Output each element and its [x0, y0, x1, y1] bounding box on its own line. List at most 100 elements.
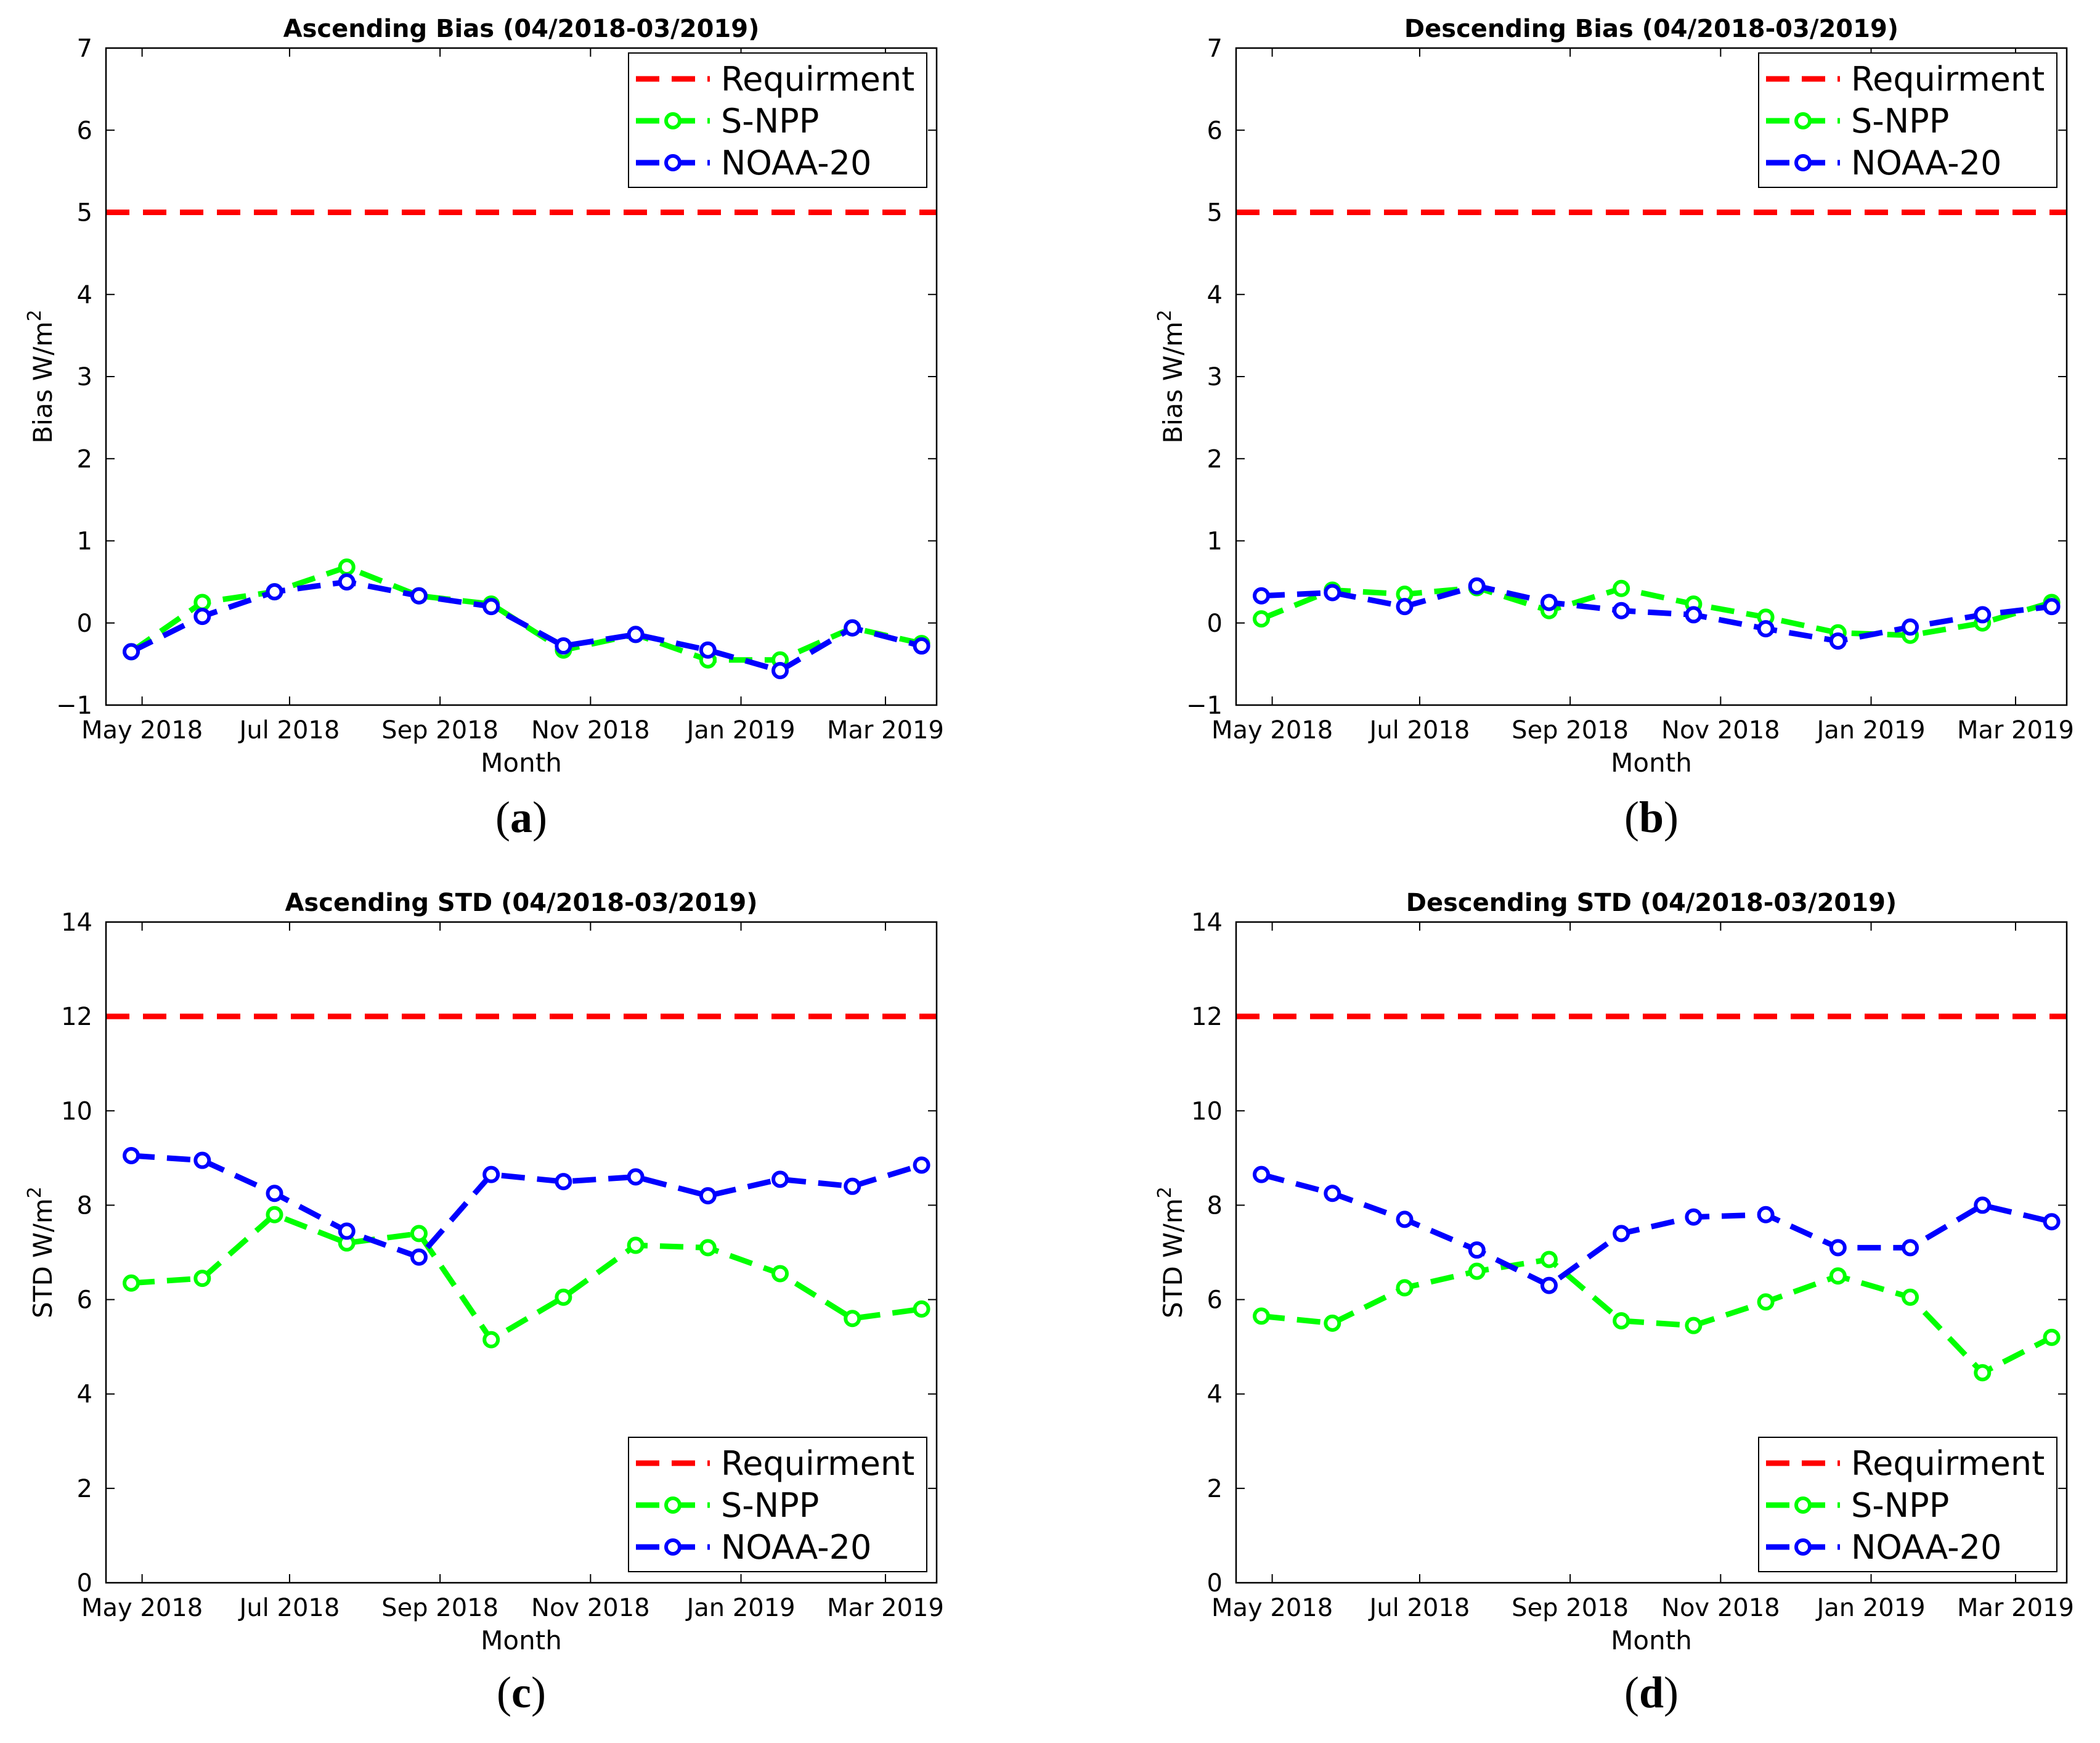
x-tick-label: Mar 2019	[1957, 716, 2074, 745]
data-point	[1396, 1279, 1414, 1297]
data-point	[1468, 577, 1486, 595]
y-tick-label: 14	[61, 908, 92, 937]
data-point	[1757, 620, 1775, 638]
x-axis-label: Month	[1611, 1625, 1692, 1655]
legend-label: S-NPP	[721, 102, 819, 141]
data-point	[193, 594, 211, 611]
x-tick-label: Nov 2018	[531, 716, 650, 745]
data-point	[1902, 618, 1919, 636]
x-tick-label: May 2018	[1211, 1594, 1333, 1622]
data-point	[266, 1206, 283, 1223]
chart-title: Ascending Bias (04/2018-03/2019)	[283, 15, 760, 43]
data-point	[699, 1187, 717, 1205]
y-tick-label: 6	[77, 116, 92, 145]
data-point	[1253, 587, 1271, 605]
series-line-s-npp	[1261, 1256, 2053, 1376]
series-line-noaa-20	[130, 579, 922, 674]
x-tick-label: Mar 2019	[827, 716, 944, 745]
data-point	[482, 1165, 500, 1183]
legend-label: Requirment	[721, 1444, 914, 1483]
x-tick-label: Nov 2018	[1661, 1594, 1780, 1622]
legend-label: S-NPP	[1851, 102, 1949, 141]
data-point	[338, 573, 356, 591]
data-point	[123, 643, 140, 661]
data-point	[193, 1151, 211, 1169]
data-point	[1974, 1364, 1992, 1382]
series-line-noaa-20	[131, 1153, 922, 1260]
y-axis-label: Bias W/m2	[24, 309, 58, 443]
legend-marker	[664, 154, 682, 171]
legend-label: NOAA-20	[721, 144, 871, 182]
data-point	[338, 558, 356, 576]
data-point	[1685, 1208, 1703, 1226]
legend-label: NOAA-20	[1851, 144, 2001, 182]
series-line-s-npp	[131, 1212, 922, 1343]
legend-label: NOAA-20	[1851, 1528, 2001, 1567]
x-tick-label: Jan 2019	[1815, 716, 1925, 745]
data-point	[771, 1265, 789, 1283]
y-tick-label: 7	[1207, 35, 1223, 63]
data-point	[410, 1225, 428, 1243]
x-tick-label: Jul 2018	[1368, 716, 1470, 745]
series-line-s-npp	[1260, 584, 2053, 639]
x-tick-label: Jul 2018	[1368, 1594, 1470, 1622]
data-point	[1613, 602, 1630, 619]
chart-panel-c: Ascending STD (04/2018-03/2019) 0 2 4 6 8 10 12…	[24, 889, 944, 1717]
data-point	[1829, 1267, 1847, 1285]
y-tick-label: 12	[1191, 1003, 1223, 1031]
x-tick-label: Jul 2018	[238, 1594, 340, 1622]
x-tick-label: Sep 2018	[1512, 716, 1629, 745]
y-tick-label: 2	[77, 445, 92, 473]
x-tick-label: Jan 2019	[685, 1594, 795, 1622]
y-tick-label: 6	[77, 1286, 92, 1315]
data-point	[771, 662, 789, 680]
data-point	[1396, 598, 1414, 616]
chart-panel-d: Descending STD (04/2018-03/2019) 0 2 4 6 8 10 1…	[1154, 889, 2074, 1717]
x-tick-label: May 2018	[81, 1594, 203, 1622]
y-axis-label: STD W/m2	[1154, 1186, 1188, 1318]
data-point	[1468, 1262, 1486, 1280]
legend-label: Requirment	[1851, 60, 2045, 99]
data-point	[627, 626, 645, 643]
plot-frame	[105, 47, 938, 706]
data-point	[1902, 1239, 1919, 1257]
data-point	[1902, 1288, 1919, 1306]
data-point	[1253, 610, 1271, 628]
data-point	[1757, 1206, 1775, 1223]
data-point	[844, 619, 861, 637]
data-point	[1324, 1314, 1341, 1332]
x-axis-label: Month	[481, 748, 562, 778]
plot-frame	[1235, 921, 2068, 1584]
legend-marker	[664, 1496, 682, 1514]
y-tick-label: 5	[1207, 199, 1223, 227]
legend-label: NOAA-20	[721, 1528, 871, 1567]
data-point	[1685, 1316, 1703, 1334]
data-point	[482, 598, 500, 616]
y-axis-label: STD W/m2	[24, 1186, 58, 1318]
x-tick-label: Sep 2018	[381, 1594, 499, 1622]
data-point	[699, 1239, 717, 1257]
data-point	[627, 1236, 645, 1254]
y-tick-label: 3	[1207, 363, 1223, 391]
data-point	[913, 1300, 930, 1318]
x-tick-label: Sep 2018	[381, 716, 499, 745]
data-point	[1829, 632, 1847, 650]
data-point	[1685, 606, 1703, 624]
data-point	[482, 1331, 500, 1349]
legend-marker	[1794, 1496, 1812, 1514]
y-tick-label: 4	[1207, 281, 1223, 309]
data-point	[2043, 1328, 2061, 1346]
x-tick-label: May 2018	[81, 716, 203, 745]
legend-marker	[1794, 154, 1812, 171]
y-tick-label: 6	[1207, 1286, 1223, 1315]
y-tick-label: 12	[61, 1003, 92, 1031]
data-point	[123, 1147, 140, 1165]
y-tick-label: 0	[1207, 1569, 1223, 1598]
y-tick-label: 6	[1207, 116, 1223, 145]
y-axis-label: Bias W/m2	[1154, 309, 1188, 443]
